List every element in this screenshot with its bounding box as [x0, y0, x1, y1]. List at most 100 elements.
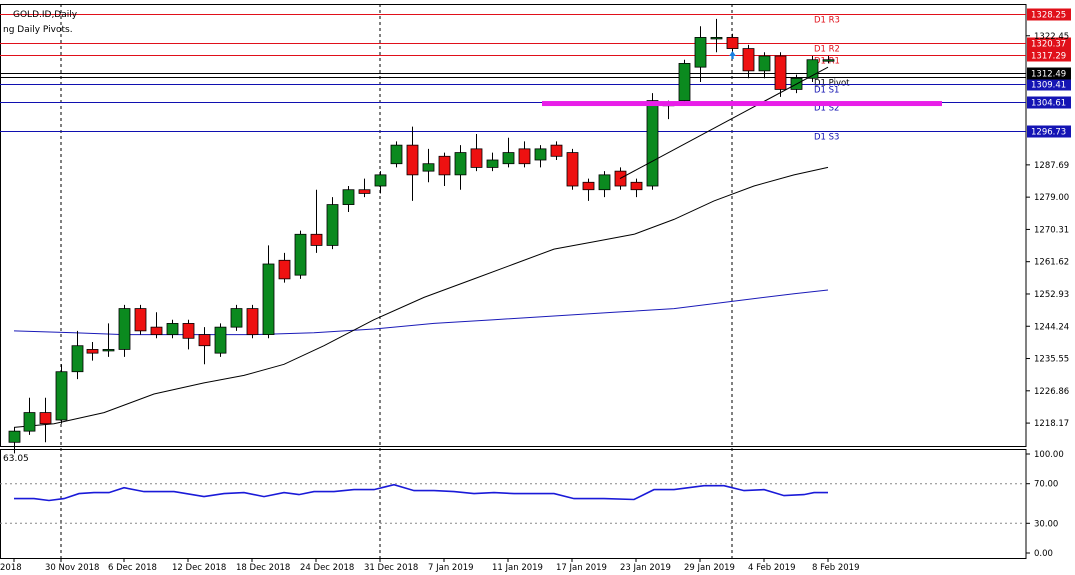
- candle-4: [71, 330, 84, 380]
- candle-body-28: [454, 152, 467, 176]
- price-tick-label-3: 1270.31: [1034, 225, 1069, 235]
- candle-51: [822, 56, 835, 64]
- candle-43: [694, 26, 707, 82]
- candle-9: [150, 312, 163, 339]
- candle-body-24: [390, 144, 403, 165]
- candle-31: [502, 137, 515, 168]
- oscillator-label: 63.05: [3, 454, 29, 464]
- x-label-10: 23 Jan 2019: [620, 563, 671, 573]
- price-tick-label-8: 1226.86: [1034, 387, 1069, 397]
- x-label-4: 18 Dec 2018: [236, 563, 290, 573]
- price-tick-label-5: 1252.93: [1034, 290, 1069, 300]
- osc-tick-label-2: 30.00: [1034, 519, 1058, 529]
- candle-body-26: [422, 163, 435, 172]
- candle-body-10: [166, 323, 179, 335]
- candle-1: [23, 397, 36, 435]
- candle-body-32: [518, 148, 531, 165]
- candle-35: [566, 148, 579, 190]
- pivot-price-label-6: 1296.73: [1031, 128, 1066, 138]
- moving-average-slow: [13, 289, 829, 336]
- candle-body-33: [534, 148, 547, 161]
- pivot-name-1: D1 R2: [814, 45, 840, 55]
- candle-body-2: [39, 412, 52, 425]
- candle-body-9: [150, 326, 163, 335]
- candle-30: [486, 152, 499, 172]
- candle-33: [534, 145, 547, 168]
- candle-17: [278, 252, 291, 283]
- candle-body-4: [71, 345, 84, 373]
- candle-21: [342, 186, 355, 212]
- candle-body-0: [8, 430, 21, 443]
- candle-24: [390, 141, 403, 168]
- pivot-price-tag-6: [1027, 125, 1071, 138]
- candle-body-11: [182, 323, 195, 339]
- candle-body-12: [198, 334, 211, 347]
- candle-5: [86, 342, 99, 361]
- candle-body-27: [438, 155, 451, 176]
- up-arrow-icon: [729, 51, 736, 59]
- pivot-price-label-2: 1317.29: [1031, 52, 1066, 62]
- candle-body-29: [470, 148, 483, 168]
- osc-tick-label-3: 0.00: [1034, 549, 1053, 559]
- candle-body-18: [294, 233, 307, 276]
- candle-32: [518, 141, 531, 168]
- candle-body-51: [822, 59, 835, 62]
- candle-body-23: [374, 174, 387, 187]
- pivot-price-tag-0: [1027, 8, 1071, 21]
- candle-16: [262, 245, 275, 339]
- candle-body-20: [326, 204, 339, 246]
- pivot-price-label-0: 1328.25: [1031, 11, 1066, 21]
- candle-28: [454, 145, 467, 190]
- candle-body-6: [102, 349, 115, 352]
- price-tick-label-9: 1218.17: [1034, 419, 1069, 429]
- chart-symbol-label: GOLD.ID,Daily: [13, 10, 78, 20]
- pivot-price-tag-2: [1027, 49, 1071, 62]
- x-label-12: 4 Feb 2019: [748, 563, 796, 573]
- candle-body-50: [806, 59, 819, 79]
- candle-11: [182, 319, 195, 350]
- pivot-price-label-1: 1320.37: [1031, 40, 1066, 50]
- candle-50: [806, 56, 819, 82]
- candle-body-30: [486, 159, 499, 168]
- candle-body-21: [342, 189, 355, 205]
- candle-3: [55, 364, 68, 424]
- pivot-price-tag-4: [1027, 78, 1071, 91]
- pivot-price-label-4: 1309.41: [1031, 81, 1066, 91]
- candle-body-19: [310, 233, 323, 246]
- pivot-name-4: D1 S1: [814, 86, 839, 96]
- candle-body-25: [406, 144, 419, 176]
- candle-27: [438, 152, 451, 186]
- candle-body-42: [678, 63, 691, 101]
- candle-8: [134, 304, 147, 335]
- candle-body-39: [630, 181, 643, 191]
- x-label-1: 30 Nov 2018: [45, 563, 99, 573]
- current-price-tag: [1027, 67, 1071, 80]
- osc-tick-label-1: 70.00: [1034, 480, 1058, 490]
- candle-29: [470, 134, 483, 172]
- main-panel-frame: [0, 4, 1027, 447]
- oscillator-line: [14, 483, 828, 502]
- x-label-0: 2018: [0, 563, 22, 573]
- candle-46: [742, 44, 755, 79]
- trendline: [619, 66, 829, 180]
- candle-26: [422, 148, 435, 183]
- candle-body-43: [694, 37, 707, 68]
- candle-44: [710, 18, 723, 53]
- candle-13: [214, 323, 227, 357]
- candle-body-3: [55, 371, 68, 421]
- x-label-3: 12 Dec 2018: [172, 563, 226, 573]
- candle-body-36: [582, 181, 595, 191]
- candle-body-34: [550, 144, 563, 157]
- candle-body-1: [23, 412, 36, 432]
- x-label-11: 29 Jan 2019: [684, 563, 735, 573]
- candle-14: [230, 304, 243, 331]
- moving-average-fast: [13, 166, 829, 428]
- candle-18: [294, 230, 307, 279]
- candle-body-7: [118, 308, 131, 350]
- price-tick-label-1: 1287.69: [1034, 161, 1069, 171]
- candle-body-37: [598, 174, 611, 191]
- candle-body-45: [726, 37, 739, 49]
- candle-40: [646, 93, 659, 190]
- candle-48: [774, 52, 787, 97]
- price-tick-label-4: 1261.62: [1034, 258, 1069, 268]
